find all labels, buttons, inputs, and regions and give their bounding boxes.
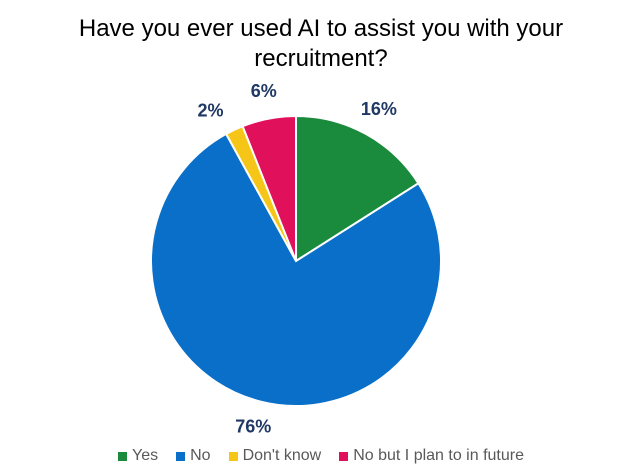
pie-slice [295, 114, 420, 263]
value-label: 76% [235, 416, 271, 436]
legend-label: No [190, 447, 211, 464]
chart-title: Have you ever used AI to assist you with… [78, 15, 564, 72]
value-label: 2% [198, 100, 224, 120]
legend-label: No but I plan to in future [353, 447, 524, 464]
value-label: 16% [361, 99, 397, 119]
value-label: 6% [251, 81, 277, 101]
legend: Yes No Don't know No but I plan to in futur… [0, 447, 642, 465]
legend-item: No but I plan to in future [339, 447, 524, 465]
legend-swatch [228, 451, 238, 461]
legend-item: Yes [118, 447, 158, 465]
legend-swatch [176, 451, 186, 461]
pie-slice [150, 132, 442, 407]
legend-item: No [176, 447, 211, 465]
legend-item: Don't know [228, 447, 322, 465]
legend-label: Yes [132, 447, 159, 464]
legend-swatch [118, 451, 127, 461]
legend-label: Don't know [242, 447, 322, 464]
pie-slice [241, 114, 297, 262]
legend-swatch [339, 451, 349, 461]
